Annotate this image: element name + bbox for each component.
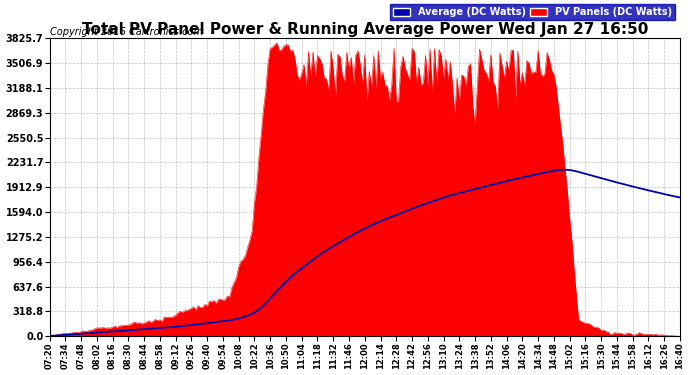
Title: Total PV Panel Power & Running Average Power Wed Jan 27 16:50: Total PV Panel Power & Running Average P…: [81, 22, 648, 37]
Legend: Average (DC Watts), PV Panels (DC Watts): Average (DC Watts), PV Panels (DC Watts): [390, 4, 675, 20]
Text: Copyright 2016 Cartronics.com: Copyright 2016 Cartronics.com: [50, 27, 203, 37]
